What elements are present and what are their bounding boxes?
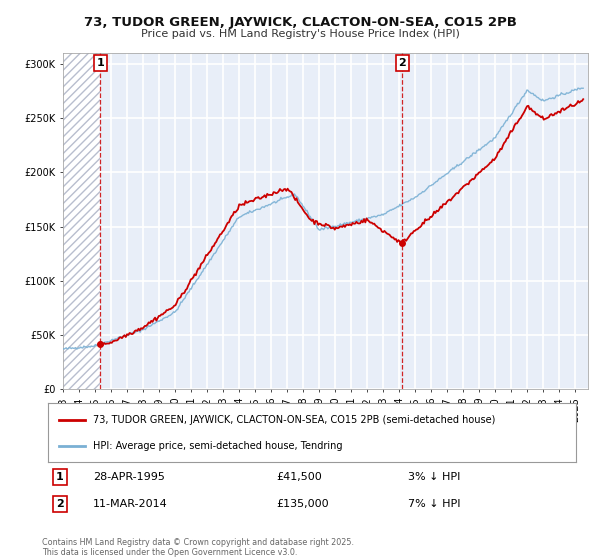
- Text: 28-APR-1995: 28-APR-1995: [93, 472, 165, 482]
- Text: 73, TUDOR GREEN, JAYWICK, CLACTON-ON-SEA, CO15 2PB: 73, TUDOR GREEN, JAYWICK, CLACTON-ON-SEA…: [83, 16, 517, 29]
- Text: 11-MAR-2014: 11-MAR-2014: [93, 499, 168, 509]
- Text: 1: 1: [56, 472, 64, 482]
- Text: Price paid vs. HM Land Registry's House Price Index (HPI): Price paid vs. HM Land Registry's House …: [140, 29, 460, 39]
- Text: £135,000: £135,000: [276, 499, 329, 509]
- Text: 1: 1: [97, 58, 104, 68]
- Text: 2: 2: [398, 58, 406, 68]
- Text: £41,500: £41,500: [276, 472, 322, 482]
- Text: 7% ↓ HPI: 7% ↓ HPI: [408, 499, 461, 509]
- Text: 73, TUDOR GREEN, JAYWICK, CLACTON-ON-SEA, CO15 2PB (semi-detached house): 73, TUDOR GREEN, JAYWICK, CLACTON-ON-SEA…: [93, 414, 495, 424]
- Text: 2: 2: [56, 499, 64, 509]
- Text: Contains HM Land Registry data © Crown copyright and database right 2025.
This d: Contains HM Land Registry data © Crown c…: [42, 538, 354, 557]
- Bar: [63, 53, 100, 389]
- Text: 3% ↓ HPI: 3% ↓ HPI: [408, 472, 460, 482]
- Text: HPI: Average price, semi-detached house, Tendring: HPI: Average price, semi-detached house,…: [93, 441, 343, 451]
